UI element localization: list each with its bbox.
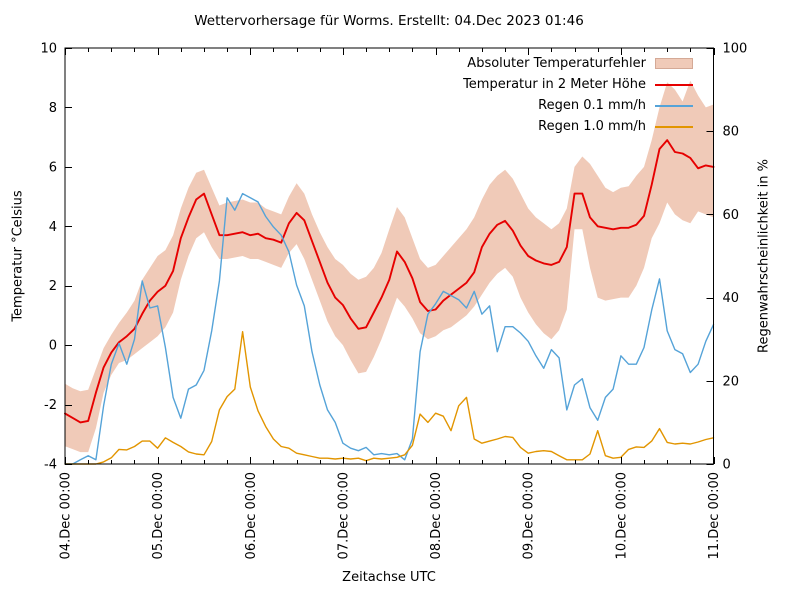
- y-left-tick-label: -2: [44, 398, 57, 413]
- legend-label: Temperatur in 2 Meter Höhe: [463, 77, 646, 92]
- legend: Absoluter Temperaturfehler Temperatur in …: [463, 53, 693, 137]
- x-tick-label: 05.Dec 00:00: [151, 472, 166, 559]
- legend-label: Regen 0.1 mm/h: [538, 98, 646, 113]
- y-left-tick-label: 4: [49, 220, 57, 235]
- legend-row-1: Temperatur in 2 Meter Höhe: [463, 74, 693, 95]
- y-right-tick-label: 0: [723, 458, 731, 473]
- legend-row-2: Regen 0.1 mm/h: [463, 95, 693, 116]
- x-tick-label: 11.Dec 00:00: [707, 472, 722, 559]
- y-left-tick-label: 0: [49, 339, 57, 354]
- right-axis-label: Regenwahrscheinlichkeit in %: [756, 159, 772, 353]
- y-right-tick-label: 80: [723, 125, 740, 140]
- x-axis-label: Zeitachse UTC: [342, 570, 436, 585]
- line-swatch: [655, 104, 693, 107]
- x-tick-label: 07.Dec 00:00: [336, 472, 351, 559]
- line-swatch: [655, 125, 693, 128]
- x-tick-label: 09.Dec 00:00: [522, 472, 537, 559]
- y-right-tick-label: 20: [723, 374, 740, 389]
- legend-label: Regen 1.0 mm/h: [538, 119, 646, 134]
- y-right-tick-label: 40: [723, 291, 740, 306]
- left-axis-label: Temperatur °Celsius: [10, 190, 26, 322]
- temperature-error-band: [65, 80, 714, 453]
- y-left-tick-label: -4: [44, 458, 57, 473]
- x-tick-label: 10.Dec 00:00: [614, 472, 629, 559]
- chart-title: Wettervorhersage für Worms. Erstellt: 04…: [194, 13, 584, 29]
- y-left-tick-label: 6: [49, 160, 57, 175]
- rain-10mm-line: [64, 331, 715, 465]
- legend-row-0: Absoluter Temperaturfehler: [463, 53, 693, 74]
- x-tick-label: 08.Dec 00:00: [429, 472, 444, 559]
- rain-01mm-line: [64, 192, 715, 465]
- y-left-tick-label: 10: [40, 42, 57, 57]
- y-left-tick-label: 8: [49, 101, 57, 116]
- line-swatch: [655, 83, 693, 86]
- temperature-line: [64, 139, 715, 424]
- legend-row-3: Regen 1.0 mm/h: [463, 116, 693, 137]
- legend-label: Absoluter Temperaturfehler: [467, 56, 646, 71]
- y-left-tick-label: 2: [49, 279, 57, 294]
- band-swatch: [655, 58, 693, 69]
- x-tick-label: 06.Dec 00:00: [244, 472, 259, 559]
- x-tick-label: 04.Dec 00:00: [59, 472, 74, 559]
- y-right-tick-label: 100: [723, 42, 748, 57]
- y-right-tick-label: 60: [723, 208, 740, 223]
